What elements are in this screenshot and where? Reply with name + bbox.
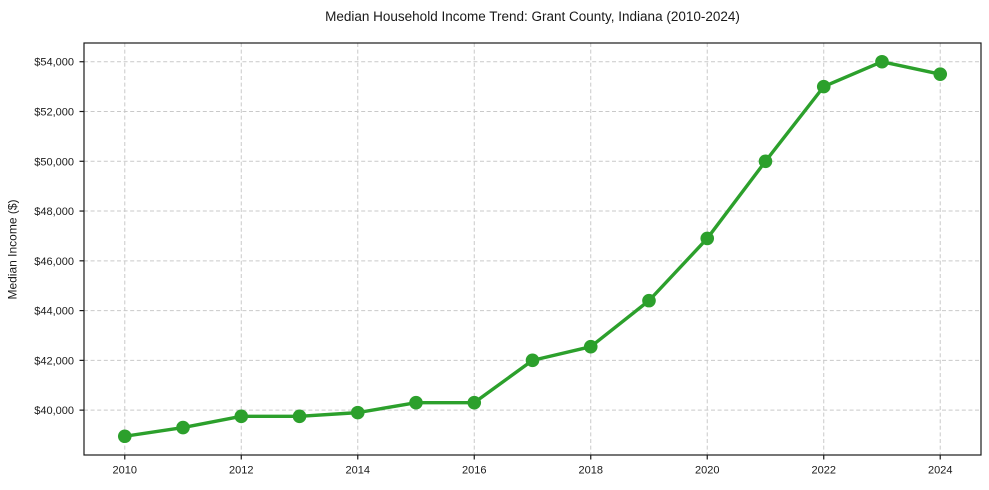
data-point-marker bbox=[176, 420, 190, 435]
y-tick-label: $42,000 bbox=[34, 355, 74, 367]
data-point-marker bbox=[875, 54, 889, 69]
data-point-marker bbox=[234, 409, 249, 424]
data-point-marker bbox=[292, 409, 307, 424]
data-point-marker bbox=[758, 154, 773, 169]
x-tick-label: 2022 bbox=[811, 465, 835, 477]
x-tick-label: 2016 bbox=[462, 465, 486, 477]
y-tick-label: $54,000 bbox=[34, 57, 74, 69]
chart-title: Median Household Income Trend: Grant Cou… bbox=[325, 9, 740, 24]
data-point-marker bbox=[409, 395, 423, 410]
y-tick-label: $40,000 bbox=[34, 405, 74, 417]
data-point-marker bbox=[816, 79, 831, 94]
y-tick-label: $48,000 bbox=[34, 206, 74, 218]
x-tick-label: 2012 bbox=[229, 465, 253, 477]
data-point-marker bbox=[467, 395, 482, 410]
x-tick-label: 2010 bbox=[113, 465, 137, 477]
data-point-marker bbox=[642, 293, 656, 308]
x-tick-label: 2020 bbox=[695, 465, 719, 477]
x-tick-label: 2014 bbox=[346, 465, 370, 477]
y-tick-label: $52,000 bbox=[34, 107, 74, 119]
data-point-marker bbox=[583, 339, 598, 354]
y-tick-label: $46,000 bbox=[34, 256, 74, 268]
x-tick-label: 2018 bbox=[579, 465, 603, 477]
trend-line bbox=[123, 60, 942, 438]
x-tick-label: 2024 bbox=[928, 465, 952, 477]
plot-frame bbox=[83, 42, 982, 456]
data-point-marker bbox=[350, 405, 365, 420]
data-point-marker bbox=[700, 231, 715, 246]
y-tick-label: $44,000 bbox=[34, 306, 74, 318]
data-point-marker bbox=[525, 353, 540, 368]
data-point-marker bbox=[117, 429, 132, 444]
y-tick-label: $50,000 bbox=[34, 156, 74, 168]
data-point-marker bbox=[933, 67, 948, 81]
